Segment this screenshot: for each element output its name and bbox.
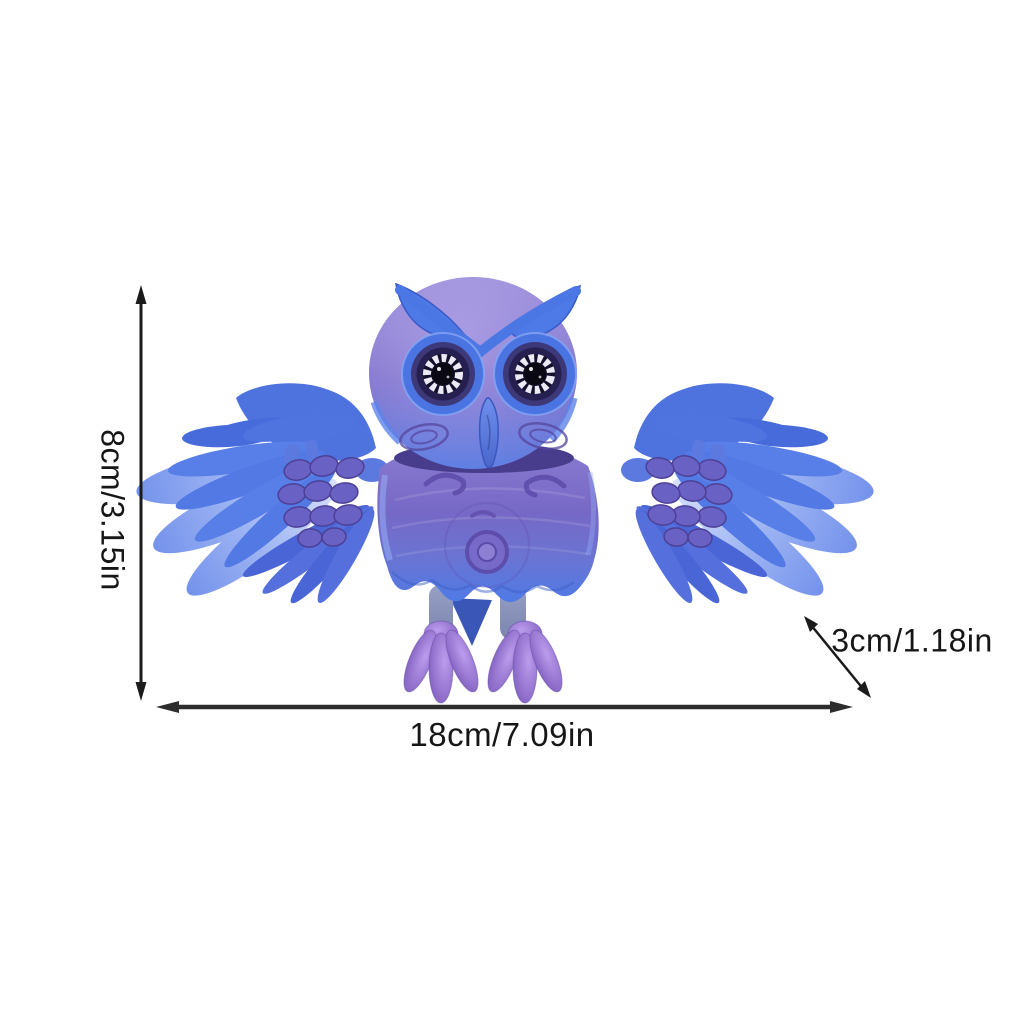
- owl-right-wing: [620, 382, 879, 612]
- cheek-swirls: [399, 421, 568, 452]
- owl-tail: [450, 598, 492, 646]
- owl-right-eye: [493, 332, 577, 416]
- owl-head: [369, 256, 581, 469]
- width-dimension-arrow: [156, 701, 853, 713]
- depth-dimension-label: 3cm/1.18in: [831, 622, 993, 659]
- ear-tufts: [395, 282, 581, 359]
- owl-right-foot: [487, 620, 563, 704]
- height-dimension-label: 8cm/3.15in: [94, 429, 131, 591]
- depth-dimension-arrow: [804, 616, 871, 698]
- owl-figure: [131, 256, 879, 704]
- owl-left-wing: [131, 382, 390, 612]
- owl-body: [377, 442, 599, 603]
- height-dimension-arrow: [135, 285, 147, 701]
- owl-left-eye: [401, 332, 485, 416]
- width-dimension-label: 18cm/7.09in: [409, 716, 595, 753]
- owl-left-foot: [403, 620, 479, 704]
- owl-beak: [478, 397, 499, 469]
